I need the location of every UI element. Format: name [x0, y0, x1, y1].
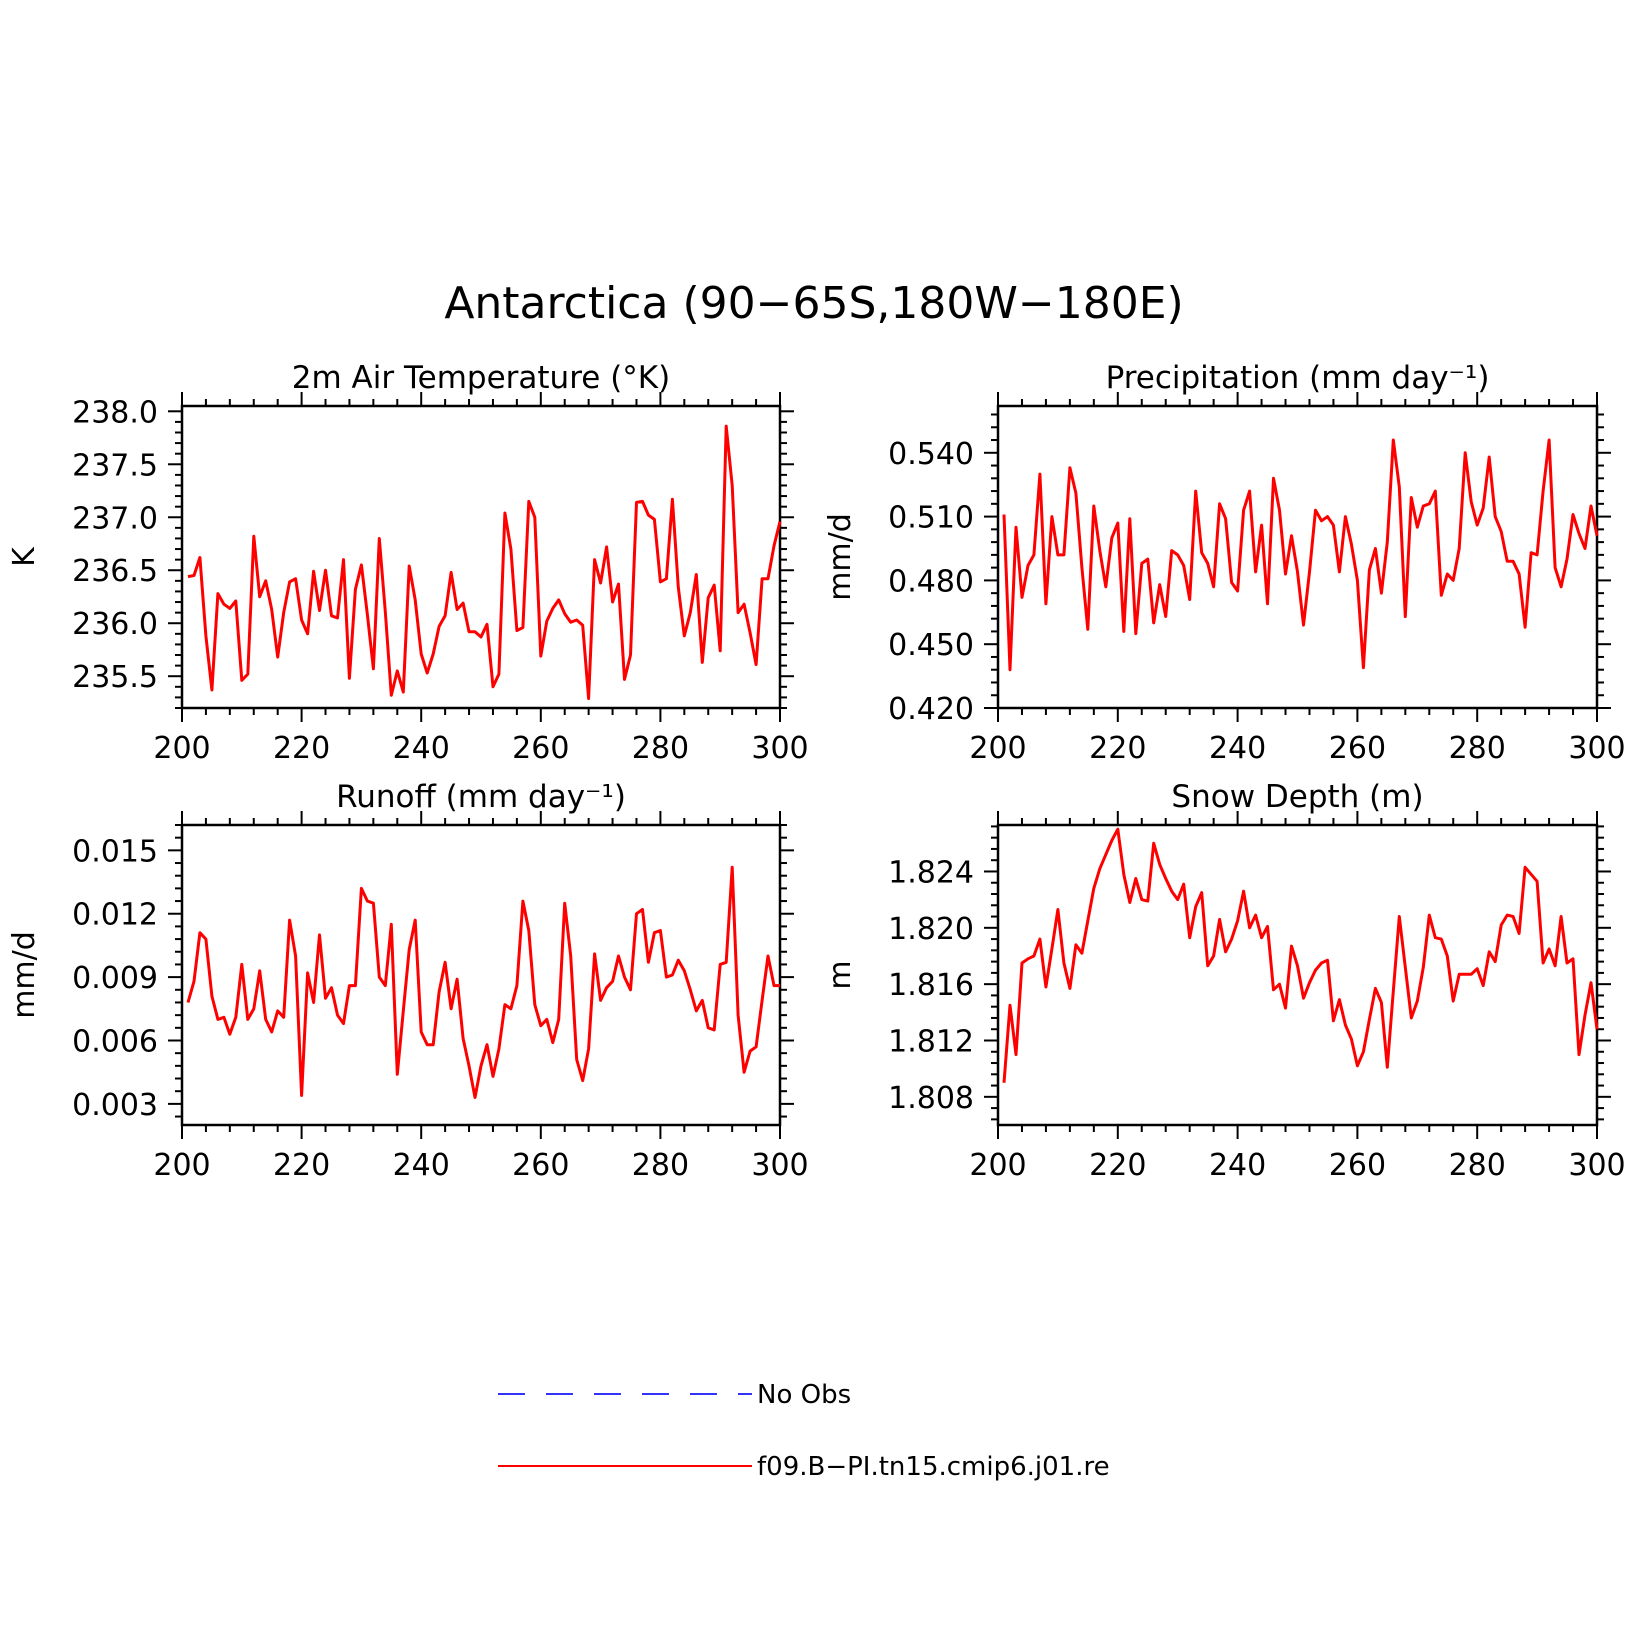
x-tick-label: 260: [1329, 1148, 1386, 1183]
series-line: [1002, 827, 1599, 1083]
x-tick-label: 220: [273, 1148, 330, 1183]
y-tick-label: 238.0: [72, 395, 158, 430]
y-tick-label: 236.0: [72, 607, 158, 642]
panel-title: Runoff (mm day⁻¹): [336, 779, 626, 815]
x-tick-label: 200: [969, 1148, 1026, 1183]
x-tick-label: 300: [1568, 1148, 1625, 1183]
legend-label-model-run: f09.B−PI.tn15.cmip6.j01.re: [757, 1452, 1110, 1482]
y-tick-label: 1.824: [888, 855, 974, 890]
y-tick-label: 0.480: [888, 564, 974, 599]
x-tick-label: 240: [393, 1148, 450, 1183]
y-tick-label: 0.006: [72, 1024, 158, 1059]
y-tick-label: 0.420: [888, 692, 974, 727]
series-line: [186, 865, 780, 1099]
x-tick-label: 280: [632, 731, 689, 766]
x-tick-label: 220: [1089, 1148, 1146, 1183]
y-tick-label: 1.816: [888, 968, 974, 1003]
panel-title: Precipitation (mm day⁻¹): [1106, 360, 1490, 396]
y-tick-label: 0.003: [72, 1088, 158, 1123]
y-tick-label: 1.820: [888, 912, 974, 947]
x-tick-label: 260: [512, 731, 569, 766]
plot-frame: [180, 404, 782, 710]
y-tick-label: 0.015: [72, 834, 158, 869]
x-tick-label: 280: [1449, 1148, 1506, 1183]
series-line: [1002, 438, 1599, 672]
plot-frame: [996, 823, 1599, 1127]
y-axis-label: m: [823, 960, 858, 989]
panel-air-temperature: 2m Air Temperature (°K) 200 220 240 260 280 30…: [7, 360, 809, 766]
legend-label-no-obs: No Obs: [757, 1380, 851, 1410]
panel-snow-depth: Snow Depth (m) 200 220 240 260 280 300 1.808 1.8…: [823, 779, 1626, 1183]
y-tick-label: 0.009: [72, 961, 158, 996]
x-tick-label: 200: [153, 1148, 210, 1183]
y-axis-label: mm/d: [7, 931, 42, 1019]
x-tick-label: 260: [1329, 731, 1386, 766]
x-tick-label: 280: [1449, 731, 1506, 766]
x-tick-label: 260: [512, 1148, 569, 1183]
y-tick-label: 0.540: [888, 437, 974, 472]
y-tick-label: 1.808: [888, 1081, 974, 1116]
x-tick-label: 240: [1209, 1148, 1266, 1183]
plot-frame: [180, 823, 782, 1127]
y-tick-label: 237.5: [72, 448, 158, 483]
x-tick-label: 220: [273, 731, 330, 766]
x-tick-label: 240: [1209, 731, 1266, 766]
y-tick-label: 1.812: [888, 1024, 974, 1059]
panel-precipitation: Precipitation (mm day⁻¹) 200 220 240 260 280 3…: [823, 360, 1626, 766]
x-tick-label: 200: [153, 731, 210, 766]
legend: No Obs f09.B−PI.tn15.cmip6.j01.re: [498, 1380, 1110, 1482]
y-tick-label: 237.0: [72, 501, 158, 536]
figure-title: Antarctica (90−65S,180W−180E): [444, 278, 1183, 329]
y-axis-label: K: [7, 546, 42, 567]
x-tick-label: 220: [1089, 731, 1146, 766]
x-tick-label: 200: [969, 731, 1026, 766]
x-tick-label: 300: [751, 731, 808, 766]
series-line: [187, 424, 782, 700]
y-tick-label: 0.510: [888, 501, 974, 536]
y-axis-label: mm/d: [823, 513, 858, 601]
panel-title: Snow Depth (m): [1171, 779, 1423, 815]
y-tick-label: 0.450: [888, 628, 974, 663]
x-tick-label: 240: [393, 731, 450, 766]
x-tick-label: 300: [1568, 731, 1625, 766]
panel-runoff: Runoff (mm day⁻¹) 200 220 240 260 280 300 0.003…: [7, 779, 809, 1183]
plot-frame: [996, 404, 1599, 710]
y-tick-label: 236.5: [72, 554, 158, 589]
x-tick-label: 300: [751, 1148, 808, 1183]
panel-title: 2m Air Temperature (°K): [292, 360, 670, 396]
x-tick-label: 280: [632, 1148, 689, 1183]
y-tick-label: 235.5: [72, 660, 158, 695]
y-tick-label: 0.012: [72, 898, 158, 933]
